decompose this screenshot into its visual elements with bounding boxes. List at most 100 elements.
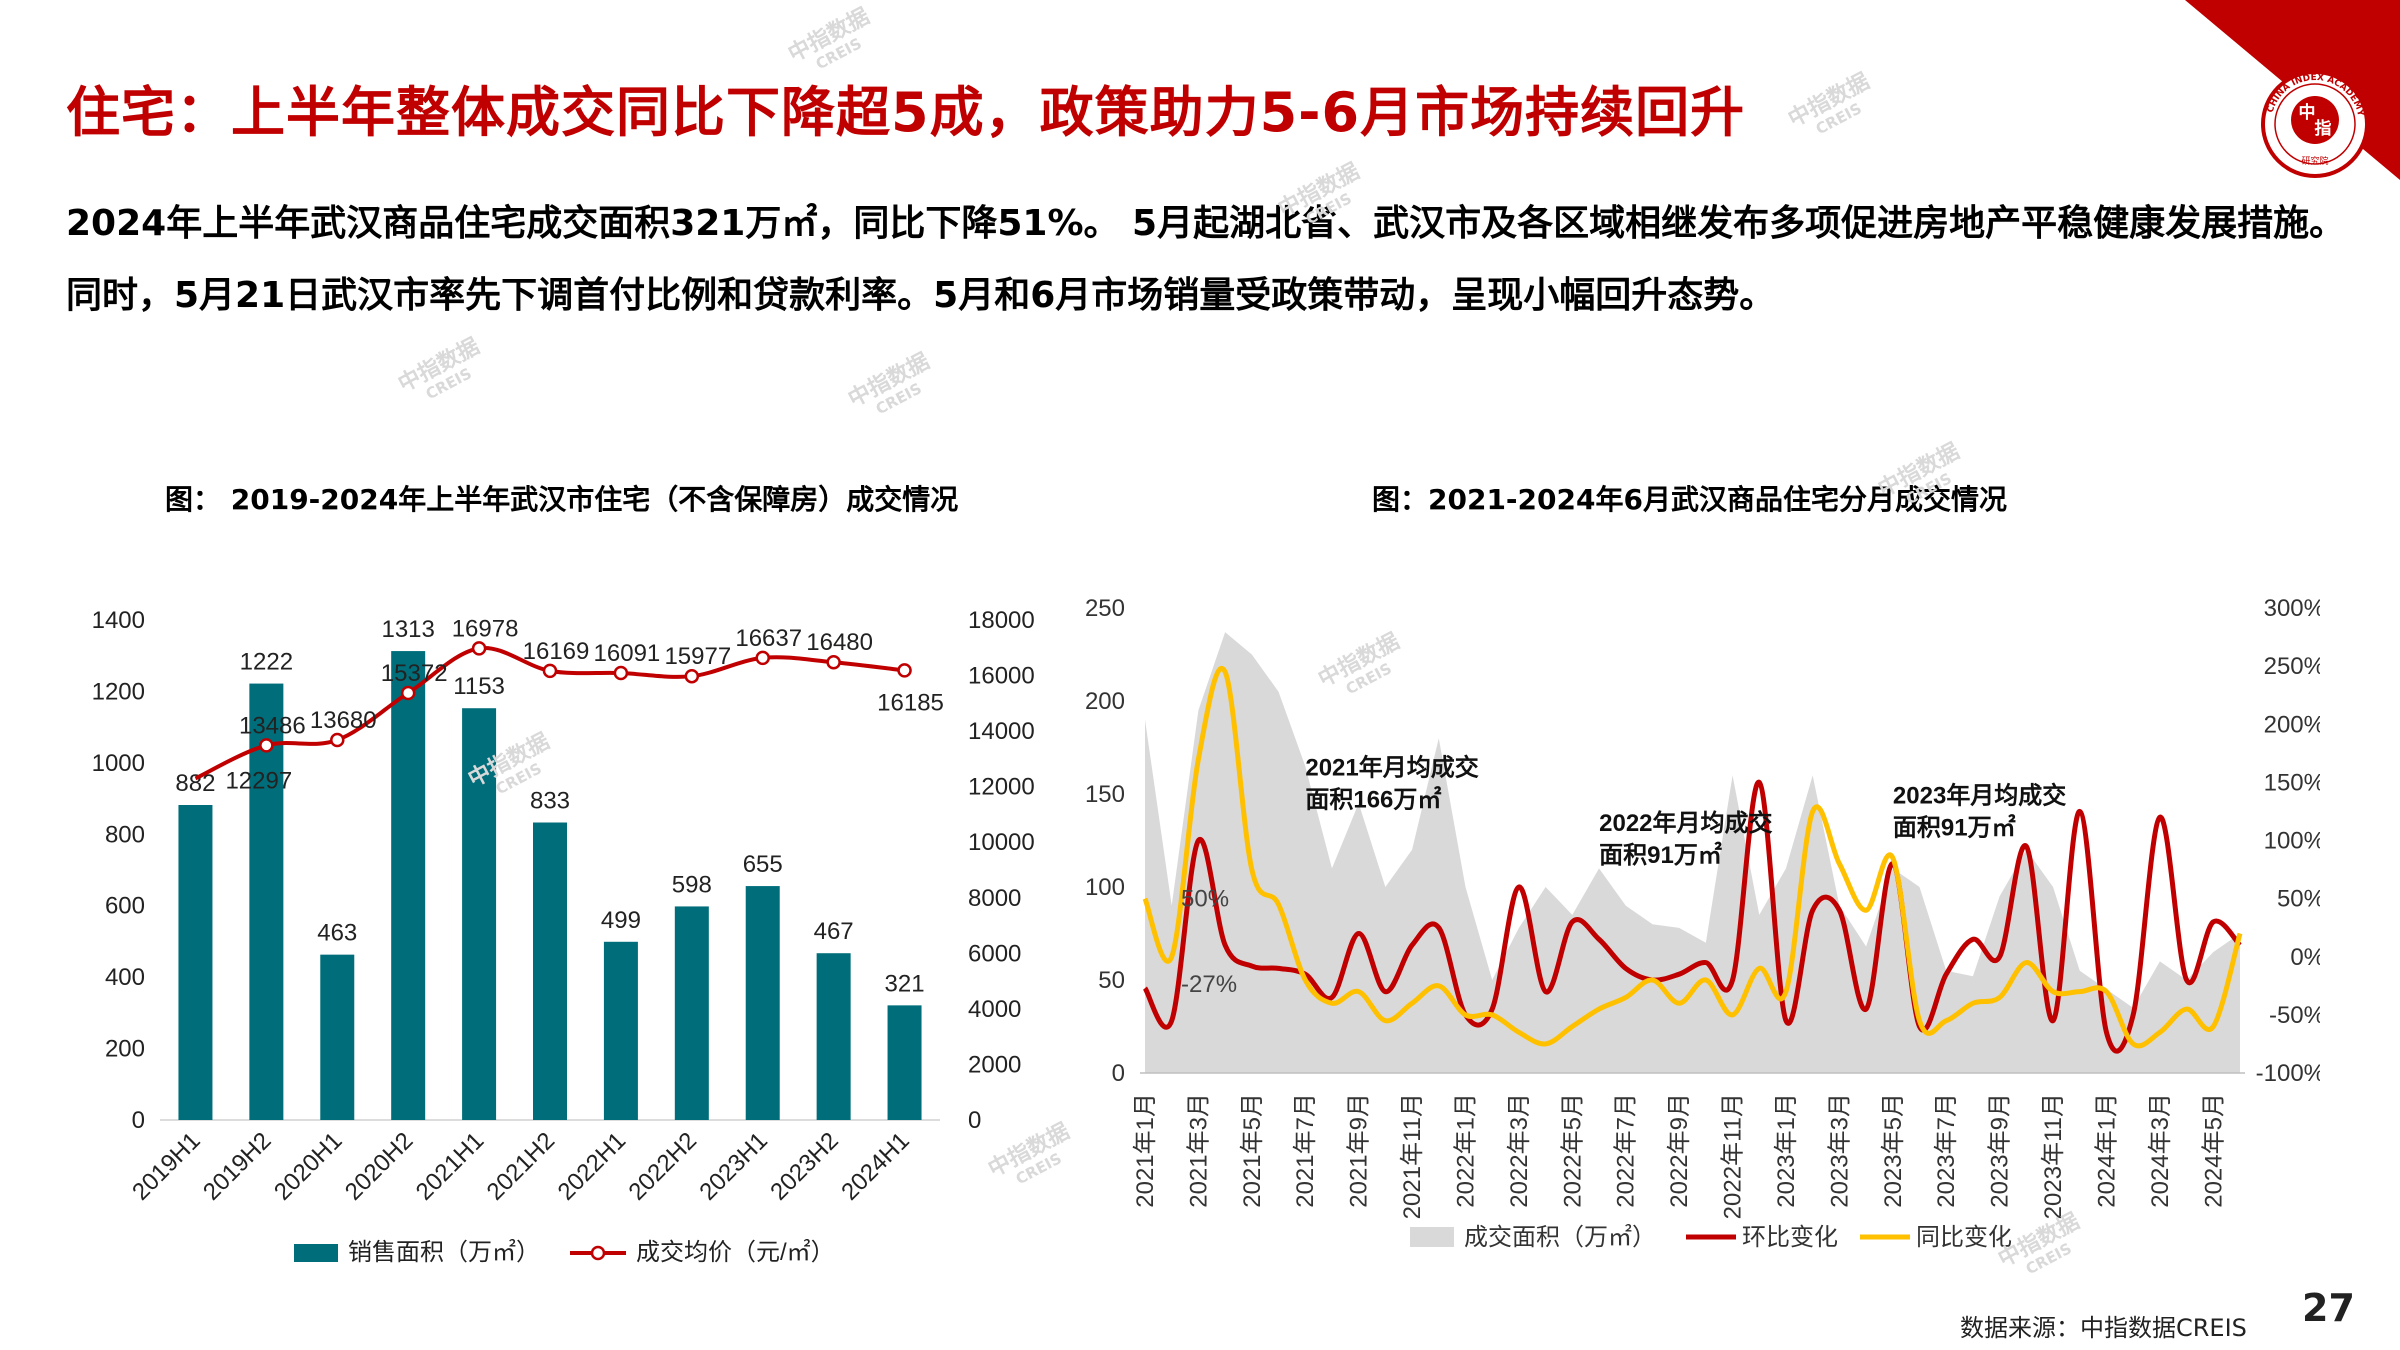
legend-swatch-price-marker xyxy=(590,1245,606,1261)
avg-price-point xyxy=(755,650,770,666)
avg-price-label: 15977 xyxy=(664,643,731,670)
x-tick-label: 2021年5月 xyxy=(1239,1093,1266,1208)
y-tick-label: 600 xyxy=(105,893,145,920)
mom-change-line xyxy=(1142,779,2242,1054)
y2-tick-label: -100% xyxy=(2256,1060,2320,1087)
y2-tick-label: 4000 xyxy=(968,996,1021,1023)
y2-tick-label: 16000 xyxy=(968,663,1035,690)
y2-tick-label: 0 xyxy=(968,1107,981,1134)
bar-value-label: 655 xyxy=(743,851,783,878)
avg-price-point xyxy=(613,665,629,681)
y-tick-label: 1400 xyxy=(92,607,145,634)
y2-tick-label: 14000 xyxy=(968,718,1035,745)
mom-point-label: -27% xyxy=(1181,971,1237,998)
x-tick-label: 2021年7月 xyxy=(1292,1093,1319,1208)
legend-label-mom: 环比变化 xyxy=(1742,1224,1838,1251)
avg-price-point xyxy=(542,663,558,679)
x-tick-label: 2024年1月 xyxy=(2093,1093,2120,1208)
chart1-bar-line: 1400120010008006004002000180001600014000… xyxy=(92,607,1035,1266)
avg-price-point xyxy=(330,732,345,748)
chart1-title: 图： 2019-2024年上半年武汉市住宅（不含保障房）成交情况 xyxy=(165,483,959,516)
y2-tick-label: 200% xyxy=(2264,711,2320,738)
y2-tick-label: 150% xyxy=(2264,769,2320,796)
legend-swatch-volume xyxy=(1410,1227,1454,1247)
y2-tick-label: -50% xyxy=(2269,1002,2320,1029)
watermark: 中指数据 CREIS xyxy=(394,334,484,404)
avg-price-point xyxy=(400,685,416,701)
volume-area xyxy=(1145,632,2240,1073)
x-tick-label: 2020H1 xyxy=(269,1127,348,1206)
bar xyxy=(603,941,638,1120)
academy-seal: CHINA INDEX ACADEMY 中 指 研究院 xyxy=(2185,0,2400,180)
legend-label-area: 销售面积（万㎡） xyxy=(348,1239,540,1266)
bar xyxy=(674,906,709,1120)
y2-tick-label: 300% xyxy=(2264,595,2320,622)
bar-value-label: 463 xyxy=(317,920,357,947)
legend-label-price: 成交均价（元/㎡） xyxy=(636,1239,835,1266)
bar xyxy=(816,953,851,1120)
y-tick-label: 200 xyxy=(1085,688,1125,715)
chart2-area-line: 250 200 150 100 50 0 300% 250% 200% 150% 100% 50% 0%… xyxy=(1085,595,2320,1251)
y2-tick-label: 8000 xyxy=(968,885,1021,912)
y2-tick-label: 6000 xyxy=(968,940,1021,967)
bar xyxy=(178,805,213,1120)
bar-value-label: 467 xyxy=(814,918,854,945)
avg-price-point xyxy=(897,663,912,678)
avg-price-point xyxy=(684,668,700,684)
y-tick-label: 250 xyxy=(1085,595,1125,622)
corner-logo: CHINA INDEX ACADEMY 中 指 研究院 xyxy=(2185,0,2400,180)
x-tick-label: 2020H2 xyxy=(340,1127,419,1206)
annotation-line2: 面积91万㎡ xyxy=(1599,841,1722,869)
x-tick-label: 2022年7月 xyxy=(1613,1093,1640,1208)
x-tick-label: 2022H1 xyxy=(553,1127,632,1206)
x-tick-label: 2022年5月 xyxy=(1559,1093,1586,1208)
x-tick-label: 2024年3月 xyxy=(2147,1093,2174,1208)
y-tick-label: 200 xyxy=(105,1036,145,1063)
avg-price-label: 16185 xyxy=(877,689,944,716)
x-tick-label: 2024年5月 xyxy=(2200,1093,2227,1208)
x-tick-label: 2022年11月 xyxy=(1720,1093,1747,1219)
bar-value-label: 1222 xyxy=(240,649,293,676)
x-tick-label: 2022H2 xyxy=(624,1127,703,1206)
bar-value-label: 1313 xyxy=(381,616,434,643)
y2-tick-label: 0% xyxy=(2290,944,2320,971)
y-tick-label: 150 xyxy=(1085,781,1125,808)
y2-tick-label: 10000 xyxy=(968,829,1035,856)
bar-value-label: 598 xyxy=(672,871,712,898)
y2-tick-label: 250% xyxy=(2264,653,2320,680)
x-tick-label: 2021年1月 xyxy=(1132,1093,1159,1208)
chart2-title: 图：2021-2024年6月武汉商品住宅分月成交情况 xyxy=(1372,483,2007,516)
x-tick-label: 2021H2 xyxy=(482,1127,561,1206)
page-title: 住宅：上半年整体成交同比下降超5成，政策助力5-6月市场持续回升 xyxy=(66,81,1746,144)
logo-top-char: 中 xyxy=(2299,102,2316,123)
bar-value-label: 1153 xyxy=(453,673,505,700)
x-tick-label: 2023年3月 xyxy=(1826,1093,1853,1208)
y-tick-label: 1200 xyxy=(92,678,145,705)
x-tick-label: 2023年11月 xyxy=(2040,1093,2067,1219)
x-tick-label: 2022年1月 xyxy=(1452,1093,1479,1208)
y2-tick-label: 2000 xyxy=(968,1051,1021,1078)
x-tick-label: 2023年9月 xyxy=(1987,1093,2014,1208)
x-tick-label: 2023年7月 xyxy=(1933,1093,1960,1208)
bar xyxy=(533,822,567,1120)
x-tick-label: 2024H1 xyxy=(836,1127,915,1206)
avg-price-label: 16978 xyxy=(452,615,519,642)
avg-price-label: 16480 xyxy=(806,629,873,656)
legend-label-volume: 成交面积（万㎡） xyxy=(1464,1224,1656,1251)
avg-price-label: 15372 xyxy=(381,660,448,687)
annotation-line2: 面积166万㎡ xyxy=(1305,785,1441,813)
bar-value-label: 882 xyxy=(175,770,215,797)
logo-bottom-char: 指 xyxy=(2315,118,2332,139)
y-tick-label: 50 xyxy=(1098,967,1125,994)
y-tick-label: 400 xyxy=(105,964,145,991)
annotation-line2: 面积91万㎡ xyxy=(1893,813,2016,841)
yoy-point-label: 50% xyxy=(1181,886,1229,913)
bar-value-label: 499 xyxy=(601,907,641,934)
x-tick-label: 2022年9月 xyxy=(1666,1093,1693,1208)
yoy-change-line xyxy=(1142,666,2243,1049)
bar xyxy=(462,708,497,1120)
logo-sub-text: 研究院 xyxy=(2301,155,2328,167)
x-tick-label: 2023年5月 xyxy=(1880,1093,1907,1208)
x-tick-label: 2021H1 xyxy=(411,1127,490,1206)
avg-price-label: 12297 xyxy=(225,767,292,794)
